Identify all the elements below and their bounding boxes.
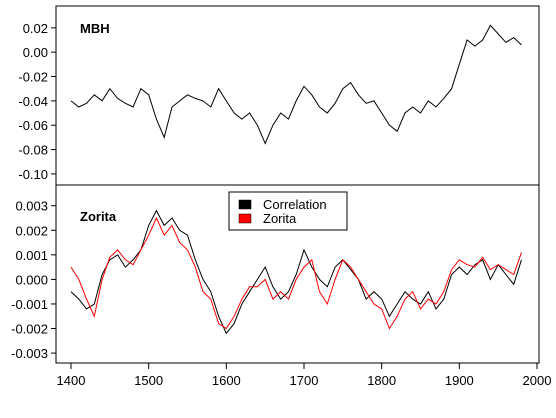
panel-bottom-xtick-label: 2000: [523, 373, 552, 388]
panel-top-ytick-label: 0.02: [23, 21, 48, 36]
legend-box: [228, 191, 348, 231]
panel-top-ytick-label: -0.04: [18, 94, 48, 109]
panel-top-frame: [55, 5, 540, 186]
panel-bottom-xtick-label: 1500: [134, 373, 163, 388]
panel-top-ytick-label: -0.02: [18, 70, 48, 85]
panel-bottom-ytick-label: 0.001: [15, 248, 48, 263]
panel-bottom-xtick-label: 1700: [290, 373, 319, 388]
panel-bottom-xtick-label: 1900: [445, 373, 474, 388]
panel-top-ytick-label: -0.08: [18, 143, 48, 158]
panel-bottom-series-zorita: [70, 216, 522, 330]
panel-bottom-series-correlation: [70, 209, 522, 335]
panel-bottom-ytick-label: -0.003: [11, 346, 48, 361]
panel-top-title: MBH: [80, 21, 110, 36]
panel-bottom-xaxis: 1400 1500 1600 1700 1800 1900 2000: [57, 363, 552, 388]
panel-top-ytick-label: 0.00: [23, 45, 48, 60]
panel-bottom-ytick-label: -0.002: [11, 322, 48, 337]
panel-bottom-title: Zorita: [80, 209, 117, 224]
legend-swatch-zorita: [238, 213, 252, 224]
panel-bottom-xtick-label: 1800: [367, 373, 396, 388]
panel-bottom-ytick-label: -0.001: [11, 297, 48, 312]
panel-top-series-line-0: [70, 24, 522, 145]
legend: Correlation Zorita: [228, 191, 348, 231]
panel-bottom-frame: [55, 184, 540, 364]
panel-bottom-ytick-label: 0.002: [15, 223, 48, 238]
panel-top: 0.02 0.00 -0.02 -0.04 -0.06 -0.08 -0.10 MBH: [18, 5, 540, 186]
panel-bottom-ytick-label: 0.000: [15, 272, 48, 287]
legend-label-zorita: Zorita: [263, 211, 297, 226]
panel-top-ytick-label: -0.10: [18, 167, 48, 182]
panel-bottom-ytick-label: 0.003: [15, 199, 48, 214]
panel-top-series: [70, 24, 522, 145]
panel-bottom: 0.003 0.002 0.001 0.000 -0.001 -0.002 -0.003 1…: [11, 184, 552, 388]
panel-bottom-xtick-label: 1400: [57, 373, 86, 388]
panel-bottom-series: [70, 209, 522, 335]
legend-label-correlation: Correlation: [263, 197, 327, 212]
legend-swatch-correlation: [238, 199, 252, 210]
panel-top-yaxis: 0.02 0.00 -0.02 -0.04 -0.06 -0.08 -0.10: [18, 21, 56, 182]
panel-bottom-xtick-label: 1600: [212, 373, 241, 388]
panel-bottom-yaxis: 0.003 0.002 0.001 0.000 -0.001 -0.002 -0.003: [11, 199, 56, 361]
panel-top-ytick-label: -0.06: [18, 118, 48, 133]
